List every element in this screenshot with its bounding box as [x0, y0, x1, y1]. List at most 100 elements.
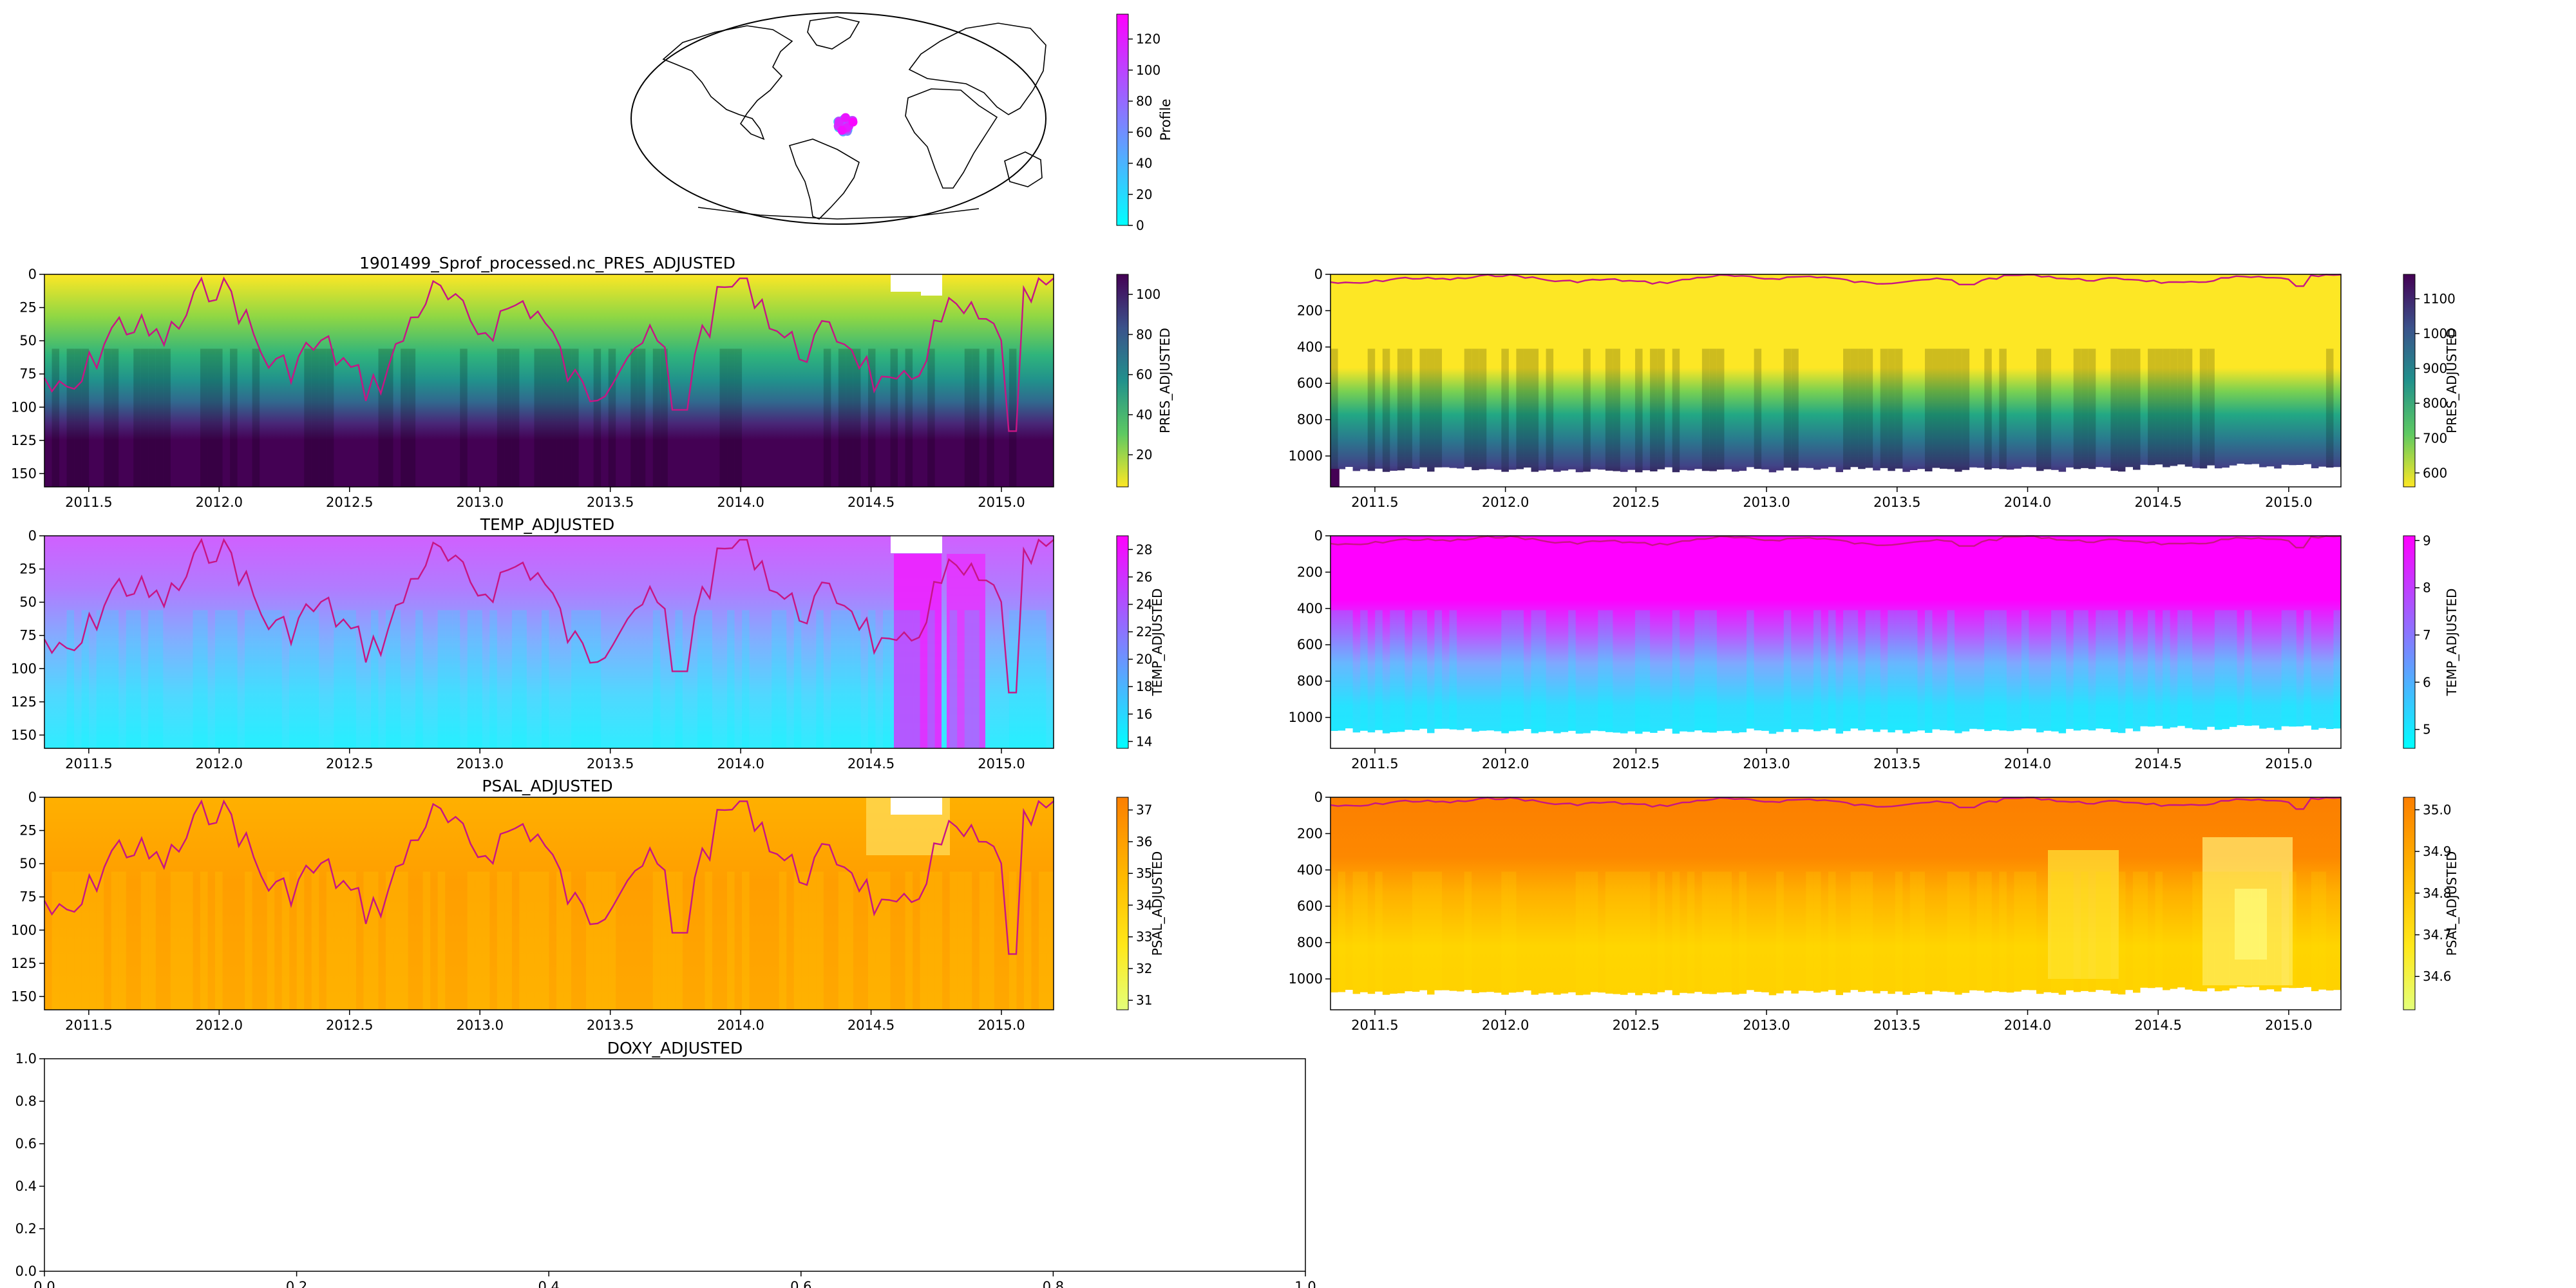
profile-column — [1009, 871, 1017, 1010]
profile-column — [667, 871, 676, 1010]
profile-columns — [1331, 610, 2341, 748]
profile-column — [972, 348, 980, 487]
profile-column — [846, 871, 853, 1010]
colorbar-tick-label: 37 — [1136, 802, 1152, 818]
profile-column — [1858, 348, 1866, 487]
profile-column — [564, 348, 572, 487]
profile-column — [987, 348, 994, 487]
profile-column — [727, 871, 735, 1010]
profile-point — [841, 113, 850, 122]
profile-column — [920, 871, 928, 1010]
profile-column — [1583, 871, 1591, 1010]
y-tick-label: 150 — [11, 466, 37, 481]
profile-column — [2132, 348, 2141, 487]
colorbar-tick-label: 9 — [2423, 533, 2431, 548]
profile-column — [1620, 871, 1628, 1010]
profile-column — [1888, 348, 1895, 487]
profile-column — [482, 871, 490, 1010]
colorbar-tick-label: 18 — [1136, 679, 1152, 694]
profile-column — [705, 610, 712, 748]
profile-column — [2155, 348, 2163, 487]
profile-column — [1635, 610, 1643, 748]
profile-column — [1449, 610, 1457, 748]
profile-column — [2148, 348, 2155, 487]
heatmap-axes-1: 2011.5 2012.0 2012.5 2013.0 2013.5 2014.0 2014… — [1289, 267, 2459, 510]
y-tick-label: 125 — [11, 433, 37, 448]
profile-column — [296, 871, 305, 1010]
profile-column — [2214, 610, 2222, 748]
x-tick-label: 2013.5 — [1873, 495, 1920, 510]
colorbar-tick-label: 1100 — [2423, 291, 2456, 307]
profile-column — [816, 871, 824, 1010]
x-tick-label: 2012.5 — [326, 756, 373, 772]
profile-column — [1516, 348, 1524, 487]
profile-column — [1865, 871, 1873, 1010]
profile-column — [1850, 871, 1859, 1010]
profile-column — [1016, 610, 1024, 748]
profile-column — [348, 610, 356, 748]
colorbar-tick-label: 16 — [1136, 706, 1152, 722]
profile-column — [1352, 871, 1361, 1010]
colorbar — [2403, 797, 2416, 1010]
profile-column — [1568, 610, 1576, 748]
profile-column — [1843, 348, 1851, 487]
profile-column — [1672, 348, 1680, 487]
profile-column — [260, 610, 267, 748]
profile-column — [987, 871, 994, 1010]
profile-column — [519, 871, 527, 1010]
profile-column — [1976, 871, 1985, 1010]
map-colorbar-label: Profile — [1158, 99, 1173, 140]
y-tick-label: 1000 — [1289, 710, 1323, 725]
profile-column — [1331, 348, 1338, 487]
profile-column — [1850, 348, 1859, 487]
profile-column — [586, 610, 594, 748]
profile-column — [2289, 871, 2297, 1010]
y-tick-label: 1000 — [1289, 971, 1323, 987]
profile-column — [1390, 610, 1397, 748]
profile-column — [1583, 348, 1591, 487]
panel-pres-deep — [1331, 274, 2341, 487]
profile-column — [1508, 871, 1517, 1010]
profile-column — [245, 610, 252, 748]
profile-column — [1880, 348, 1888, 487]
profile-column — [571, 348, 579, 487]
profile-column — [1984, 610, 1992, 748]
x-tick-label: 2013.0 — [1743, 1018, 1790, 1033]
profile-column — [311, 610, 319, 748]
profile-column — [304, 348, 312, 487]
profile-column — [511, 610, 520, 748]
profile-column — [1635, 871, 1643, 1010]
profile-column — [1360, 871, 1368, 1010]
profile-column — [393, 871, 401, 1010]
profile-column — [2274, 871, 2282, 1010]
heatmap-panels: 1901499_Sprof_processed.nc_PRES_ADJUSTED… — [44, 254, 2341, 1271]
profile-column — [185, 871, 193, 1010]
profile-column — [1999, 348, 2007, 487]
colorbar-tick-label: 0 — [1136, 218, 1144, 233]
profile-column — [140, 871, 149, 1010]
profile-column — [1947, 610, 1955, 748]
colorbar-tick-label: 14 — [1136, 734, 1152, 749]
colorbar-tick-label: 40 — [1136, 407, 1152, 422]
profile-columns — [1331, 348, 2334, 487]
y-tick-label: 25 — [19, 823, 37, 838]
x-tick-label: 2014.5 — [848, 756, 895, 772]
profile-column — [2229, 610, 2237, 748]
profile-column — [155, 348, 164, 487]
mixed-layer-line — [1330, 535, 2342, 549]
profile-column — [2237, 871, 2245, 1010]
axes-frame — [44, 1058, 1306, 1272]
y-tick-label: 600 — [1297, 637, 1323, 652]
profile-column — [296, 610, 305, 748]
profile-column — [96, 610, 104, 748]
profile-column — [267, 871, 275, 1010]
x-tick-label: 2012.5 — [326, 495, 373, 510]
axes-frame — [44, 797, 1054, 1010]
profile-column — [81, 871, 90, 1010]
profile-column — [2199, 871, 2208, 1010]
y-tick-label: 0 — [1314, 267, 1323, 282]
profile-column — [675, 871, 683, 1010]
profile-column — [1605, 871, 1613, 1010]
profile-column — [207, 348, 216, 487]
x-tick-label: 0.6 — [790, 1279, 811, 1288]
